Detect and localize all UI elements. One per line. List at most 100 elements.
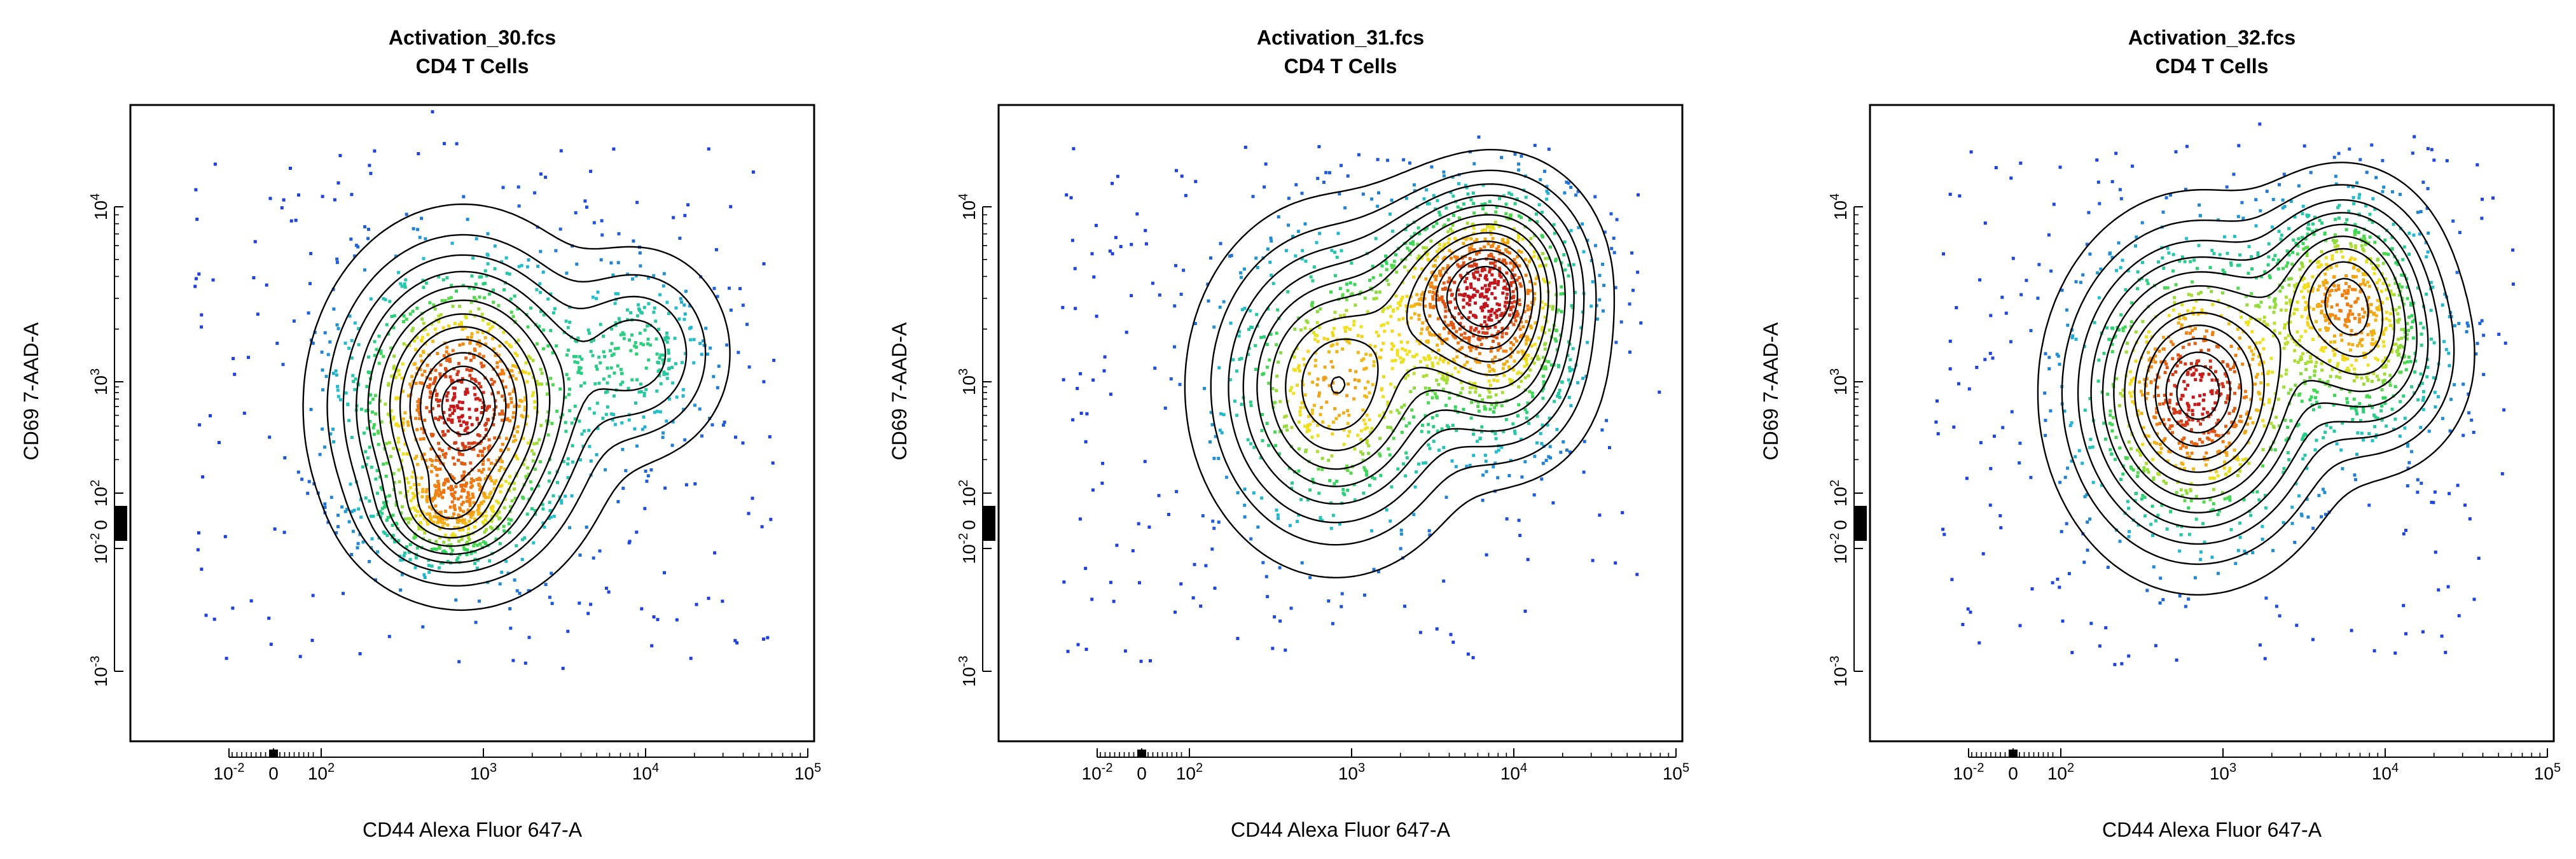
event-dot xyxy=(382,501,385,505)
event-dot xyxy=(1334,417,1338,421)
event-dot xyxy=(1436,344,1439,347)
event-dot xyxy=(1447,300,1451,304)
event-dot xyxy=(1490,225,1494,228)
event-dot xyxy=(472,544,476,548)
event-dot xyxy=(2406,297,2409,300)
event-dot xyxy=(1474,386,1478,390)
event-dot xyxy=(1512,262,1516,266)
event-dot xyxy=(1090,597,1094,601)
event-dot xyxy=(1295,347,1299,351)
event-dot xyxy=(2261,464,2265,468)
event-dot xyxy=(1236,491,1240,494)
event-dot xyxy=(425,406,429,410)
density-contour xyxy=(409,339,518,519)
event-dot xyxy=(1463,363,1467,367)
event-dot xyxy=(1306,426,1310,430)
event-dot xyxy=(1497,267,1501,270)
event-dot xyxy=(1175,169,1178,172)
event-dot xyxy=(654,337,658,341)
event-dot xyxy=(1427,354,1430,358)
event-dot xyxy=(2362,234,2366,238)
event-dot xyxy=(2180,255,2184,259)
event-dot xyxy=(1320,457,1324,460)
event-dot xyxy=(2271,424,2275,428)
event-dot xyxy=(1361,408,1365,412)
event-dot xyxy=(2117,328,2121,332)
event-dot xyxy=(2246,323,2250,326)
event-dot xyxy=(1567,181,1570,185)
event-dot xyxy=(1449,300,1452,304)
event-dot xyxy=(1614,561,1617,565)
density-contour xyxy=(1256,204,1566,487)
event-dot xyxy=(2411,336,2415,340)
event-dot xyxy=(2358,290,2362,293)
event-dot xyxy=(2273,254,2277,258)
event-dot xyxy=(1450,321,1453,325)
event-dot xyxy=(1495,336,1499,340)
event-dot xyxy=(425,488,429,491)
event-dot xyxy=(522,436,525,440)
event-dot xyxy=(1434,258,1437,262)
event-dot xyxy=(442,489,446,492)
event-dot xyxy=(594,365,598,368)
event-dot xyxy=(632,239,635,243)
event-dot xyxy=(1465,286,1469,290)
event-dot xyxy=(2131,468,2135,472)
event-dot xyxy=(682,407,685,411)
event-dot xyxy=(1431,297,1435,301)
event-dot xyxy=(2381,365,2385,369)
event-dot xyxy=(1259,456,1263,459)
event-dot xyxy=(430,548,434,551)
event-dot xyxy=(444,510,447,513)
event-dot xyxy=(2282,172,2286,176)
event-dot xyxy=(508,375,512,379)
density-contour xyxy=(378,299,551,547)
event-dot xyxy=(374,412,378,416)
event-dot xyxy=(2323,512,2327,516)
event-dot xyxy=(2245,303,2249,307)
panel-title: Activation_31.fcs xyxy=(1257,26,1424,49)
event-dot xyxy=(2187,506,2191,510)
event-dot xyxy=(490,508,494,512)
event-dot xyxy=(2311,230,2315,234)
event-dot xyxy=(2250,349,2254,353)
event-dot xyxy=(2322,436,2325,440)
event-dot xyxy=(658,410,662,414)
event-dot xyxy=(489,506,493,510)
event-dot xyxy=(462,470,466,474)
event-dot xyxy=(2138,450,2142,454)
event-dot xyxy=(1978,278,1982,282)
density-contour xyxy=(1435,249,1527,350)
event-dot xyxy=(1543,169,1546,173)
event-dot xyxy=(2189,488,2192,491)
event-dot xyxy=(606,381,609,385)
event-dot xyxy=(399,282,403,286)
event-dot xyxy=(2306,284,2310,288)
event-dot xyxy=(1441,288,1444,291)
event-dot xyxy=(273,527,277,531)
event-dot xyxy=(368,370,371,374)
event-dot xyxy=(1540,211,1544,214)
event-dot xyxy=(387,494,391,498)
event-dot xyxy=(520,400,523,403)
event-dot xyxy=(374,477,378,481)
event-dot xyxy=(1437,382,1441,386)
event-dot xyxy=(1270,274,1273,277)
event-dot xyxy=(2240,200,2244,204)
event-dot xyxy=(2189,361,2193,365)
event-dot xyxy=(1467,264,1471,268)
event-dot xyxy=(368,85,371,88)
event-dot xyxy=(2346,291,2350,295)
event-dot xyxy=(1371,475,1375,479)
event-dot xyxy=(439,313,443,317)
event-dot xyxy=(693,403,696,407)
event-dot xyxy=(442,354,446,358)
event-dot xyxy=(439,461,443,465)
event-dot xyxy=(2165,527,2169,531)
event-dot xyxy=(1491,244,1495,248)
event-dot xyxy=(1455,429,1458,432)
event-dot xyxy=(1303,424,1306,428)
event-dot xyxy=(675,395,679,399)
event-dot xyxy=(390,374,394,378)
event-dot xyxy=(424,281,428,285)
